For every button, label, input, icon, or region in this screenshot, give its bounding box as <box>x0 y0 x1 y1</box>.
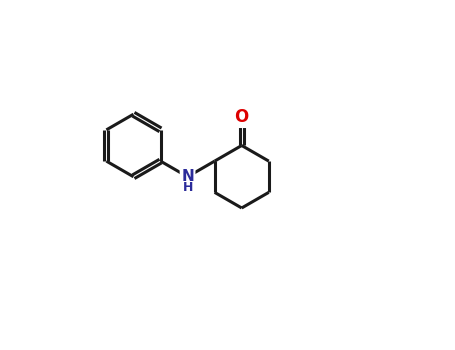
Text: N: N <box>181 169 194 184</box>
Text: H: H <box>182 181 193 194</box>
Text: O: O <box>235 108 249 126</box>
